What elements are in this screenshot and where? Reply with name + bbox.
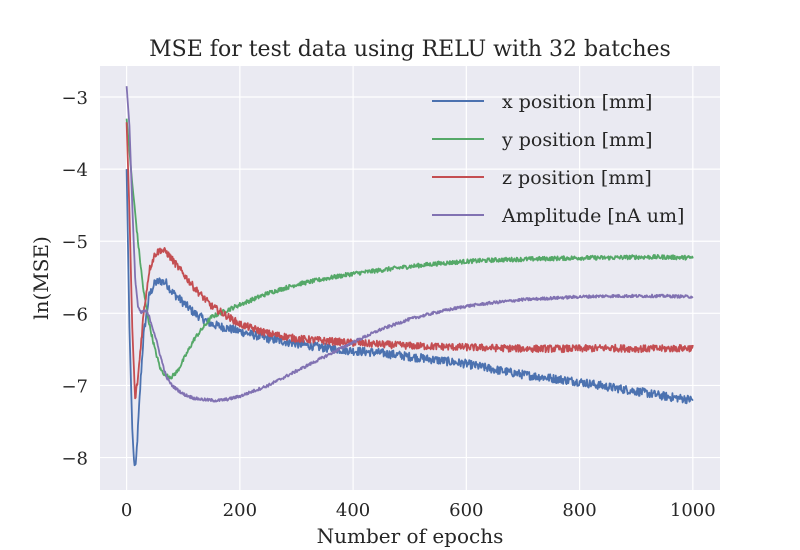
x-tick-label: 200: [223, 500, 257, 521]
series-line-1: [125, 169, 694, 467]
x-tick-label: 0: [121, 500, 132, 521]
x-tick-label: 800: [562, 500, 596, 521]
y-tick-label: −5: [61, 232, 88, 253]
tick-labels: 0 200 400 600 800 1000 −8 −7 −6 −5 −4 −3: [61, 88, 715, 521]
legend: x position [mm] y position [mm] z position…: [432, 91, 684, 227]
series-line-2: [125, 118, 694, 380]
legend-label: z position [mm]: [502, 167, 652, 189]
plot-background: [100, 66, 720, 490]
series-line-3: [125, 122, 694, 400]
y-tick-label: −4: [61, 160, 88, 181]
x-tick-label: 400: [336, 500, 370, 521]
x-tick-label: 1000: [670, 500, 716, 521]
y-axis-label: ln(MSE): [29, 236, 53, 320]
y-tick-label: −6: [61, 304, 88, 325]
y-tick-label: −8: [61, 449, 88, 470]
x-axis-label: Number of epochs: [317, 524, 504, 548]
legend-label: x position [mm]: [502, 91, 652, 113]
series-line-4: [125, 86, 694, 403]
y-tick-label: −3: [61, 88, 88, 109]
legend-label: y position [mm]: [501, 129, 653, 151]
x-tick-label: 600: [449, 500, 483, 521]
legend-label: Amplitude [nA um]: [501, 205, 684, 227]
series-lines: [125, 86, 694, 467]
grid-lines: [100, 66, 720, 490]
y-tick-label: −7: [61, 376, 88, 397]
chart-title: MSE for test data using RELU with 32 bat…: [149, 37, 671, 62]
